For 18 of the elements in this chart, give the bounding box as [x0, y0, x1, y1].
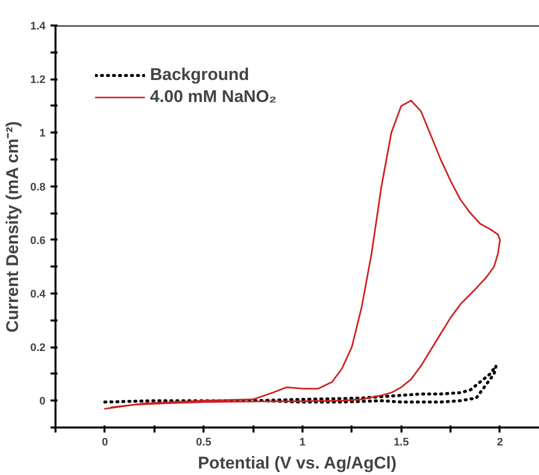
line-series — [103, 364, 498, 404]
x-tick-label: 0 — [102, 436, 108, 448]
y-tick-label: 0.8 — [30, 181, 46, 194]
legend-label: 4.00 mM NaNO₂ — [150, 87, 277, 107]
x-axis-title: Potential (V vs. Ag/AgCl) — [198, 454, 397, 472]
y-tick-label: 1.4 — [30, 20, 46, 32]
legend-label: Background — [150, 65, 250, 85]
y-tick-label: 1.2 — [30, 74, 46, 86]
y-tick-label: 0.4 — [30, 288, 46, 300]
y-tick-label: 0.6 — [30, 234, 46, 247]
x-tick-label: 1 — [299, 436, 306, 448]
y-axis-title: Current Density (mA cm⁻²) — [3, 121, 22, 332]
y-tick-label: 1 — [39, 128, 46, 140]
y-tick-label: 0 — [39, 396, 46, 408]
x-tick-label: 1.5 — [394, 436, 409, 448]
y-tick-label: 0.2 — [30, 342, 46, 354]
x-tick-label: 0.5 — [196, 436, 212, 448]
x-tick-label: 2 — [496, 436, 504, 448]
